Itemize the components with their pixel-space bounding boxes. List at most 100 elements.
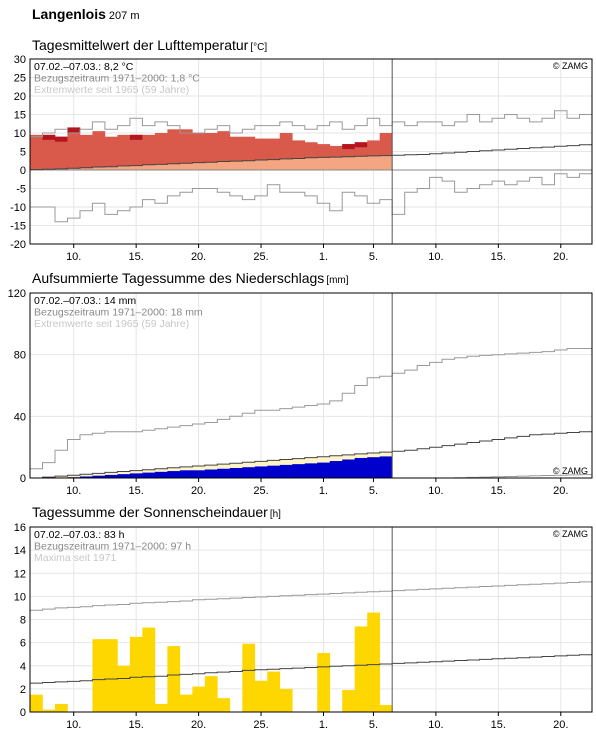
y-tick-label: 20	[14, 91, 26, 103]
sunshine-bar	[154, 703, 168, 712]
precip-bar	[154, 471, 168, 478]
precip-deficit-area	[217, 464, 231, 469]
x-tick-label: 15.	[129, 251, 144, 263]
copyright-label: © ZAMG	[553, 61, 588, 71]
precip-bar	[117, 474, 131, 478]
precip-deficit-area	[104, 472, 118, 475]
y-tick-label: 0	[20, 707, 26, 719]
temp-bar	[379, 133, 393, 156]
y-tick-label: 8	[20, 615, 26, 627]
sunshine-bar	[379, 705, 393, 712]
sunshine-bar	[42, 709, 56, 712]
legend-line-1: 07.02.–07.03.: 83 h	[34, 529, 125, 541]
temp-bar	[104, 136, 118, 167]
legend-line-3: Extremwerte seit 1965 (59 Jahre)	[34, 318, 189, 330]
x-tick-label: 20.	[191, 719, 206, 729]
temp-bar	[292, 140, 306, 159]
precip-bar	[367, 457, 380, 478]
temp-mean-band	[92, 167, 106, 170]
x-tick-label: 10.	[66, 719, 81, 729]
sunshine-bar	[142, 627, 156, 712]
x-tick-label: 5.	[369, 485, 378, 497]
normal-line	[30, 144, 592, 171]
temp-mean-band	[142, 164, 156, 170]
y-tick-label: 120	[8, 288, 26, 300]
sunshine-title: Tagessumme der Sonnenscheindauer	[32, 504, 268, 520]
temp-mean-band	[242, 160, 256, 170]
precip-deficit-area	[67, 475, 81, 478]
precip-deficit-area	[304, 457, 318, 464]
y-tick-label: 12	[14, 568, 26, 580]
sunshine-bar	[254, 680, 268, 712]
station-name: Langenlois	[32, 6, 106, 22]
temp-mean-band	[279, 158, 293, 170]
precip-deficit-area	[154, 468, 168, 472]
precip-deficit-area	[292, 458, 306, 465]
y-tick-label: 25	[14, 73, 26, 85]
precip-deficit-area	[192, 465, 206, 471]
precip-deficit-area	[242, 462, 256, 468]
precip-deficit-area	[329, 455, 343, 462]
precip-deficit-area	[379, 452, 393, 457]
precipitation-unit: [mm]	[326, 275, 349, 286]
x-tick-label: 15.	[491, 485, 506, 497]
temp-mean-band	[379, 155, 393, 170]
x-tick-label: 15.	[129, 485, 144, 497]
temp-bar	[367, 140, 380, 156]
precip-bar	[292, 464, 306, 478]
temp-mean-band	[129, 165, 143, 170]
sunshine-bar	[192, 686, 206, 712]
x-tick-label: 25.	[253, 719, 268, 729]
sunshine-panel-title: Tagessumme der Sonnenscheindauer [h]	[32, 504, 281, 520]
temp-mean-band	[229, 161, 243, 170]
precip-deficit-area	[92, 473, 106, 476]
precip-bar	[317, 462, 331, 478]
temp-mean-band	[254, 160, 268, 170]
precip-bar	[104, 474, 118, 478]
temperature-unit: [°C]	[250, 42, 268, 53]
temp-bar	[142, 134, 156, 165]
precip-deficit-area	[317, 456, 331, 463]
panel-2: 0 40 80 120 10. 15. 20. 25. 1. 5. 10. 15. 20. 07.02.–…	[8, 288, 593, 497]
x-tick-label: 5.	[369, 719, 378, 729]
maxima-line	[30, 581, 592, 611]
temp-bar	[192, 133, 206, 163]
sunshine-bar	[367, 612, 380, 712]
temp-record-mark	[129, 134, 143, 140]
precip-bar	[242, 467, 256, 478]
precip-bar	[79, 476, 93, 478]
record-max-line	[30, 348, 592, 470]
y-tick-label: 0	[20, 165, 26, 177]
copyright-label: © ZAMG	[553, 529, 588, 539]
temp-mean-band	[179, 163, 193, 170]
temperature-panel-title: Tagesmittelwert der Lufttemperatur [°C]	[32, 37, 267, 53]
temp-bar	[167, 129, 181, 164]
x-tick-label: 20.	[191, 251, 206, 263]
precip-bar	[229, 467, 243, 478]
x-tick-label: 1.	[319, 485, 328, 497]
y-tick-label: 6	[20, 638, 26, 650]
temp-bar	[229, 136, 243, 162]
legend-line-2: Bezugszeitraum 1971–2000: 18 mm	[34, 307, 203, 319]
legend-line-1: 07.02.–07.03.: 14 mm	[34, 295, 136, 307]
sunshine-bar	[217, 698, 231, 712]
temp-mean-band	[217, 161, 231, 170]
precip-bar	[354, 457, 368, 478]
x-tick-label: 20.	[191, 485, 206, 497]
precip-deficit-area	[54, 476, 68, 478]
temp-bar	[242, 136, 256, 161]
sunshine-bar	[30, 694, 43, 712]
temp-bar	[154, 133, 168, 165]
precip-deficit-area	[142, 469, 156, 473]
temp-bar	[42, 134, 56, 170]
precip-deficit-area	[179, 466, 193, 471]
sunshine-bar	[342, 690, 356, 712]
temp-bar	[217, 131, 231, 162]
x-tick-label: 10.	[428, 719, 443, 729]
precip-deficit-area	[267, 460, 281, 466]
panel-1: -20 -15 -10 -5 0 5 10 15 20 25 30 10. 15. 20. 25. 1. 5. 1…	[10, 54, 593, 263]
record-min-line	[30, 173, 592, 223]
temp-mean-band	[54, 168, 68, 170]
precip-deficit-area	[342, 454, 356, 460]
x-tick-label: 25.	[253, 485, 268, 497]
